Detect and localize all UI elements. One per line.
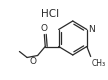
- Text: N: N: [88, 25, 95, 34]
- Text: O: O: [41, 24, 48, 32]
- Text: HCl: HCl: [41, 9, 59, 19]
- Text: O: O: [30, 57, 37, 66]
- Text: CH₃: CH₃: [92, 58, 106, 68]
